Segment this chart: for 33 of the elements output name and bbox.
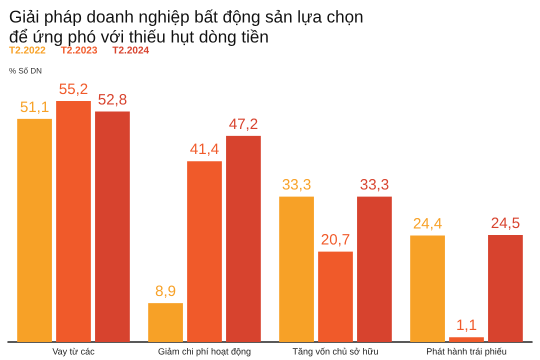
data-label: 1,1 xyxy=(456,317,477,334)
bar xyxy=(187,161,222,342)
data-label: 51,1 xyxy=(20,98,50,116)
text: T2.2024 xyxy=(112,46,150,56)
x-tick-label: Vay từ các xyxy=(52,346,96,356)
text: T2.2022 xyxy=(9,46,46,56)
chart-title: Giải pháp doanh nghiệp bất động sản lựa chọn để ứng phó với thiếu hụt dòng tiền xyxy=(9,8,364,46)
bar xyxy=(56,100,91,342)
data-label: 33,3 xyxy=(282,176,312,194)
data-label: 52,8 xyxy=(98,91,128,108)
data-label: 33,3 xyxy=(360,176,390,194)
bar xyxy=(95,111,130,342)
bar xyxy=(279,196,314,342)
text: T2.2023 xyxy=(60,46,98,56)
data-label: 41,4 xyxy=(190,141,220,158)
bar xyxy=(226,136,261,342)
bar xyxy=(410,235,445,342)
data-label: 8,9 xyxy=(155,283,176,300)
x-tick-label: Tăng vốn chủ sở hữu xyxy=(292,346,378,356)
data-label: 24,5 xyxy=(490,215,520,232)
y-axis-title: % Số DN xyxy=(9,66,42,76)
bar xyxy=(449,337,484,342)
data-label: 20,7 xyxy=(320,232,350,249)
bar xyxy=(357,196,392,342)
x-tick-label: Phát hành trái phiếu xyxy=(426,346,507,356)
data-label: 47,2 xyxy=(228,116,258,133)
data-label: 24,4 xyxy=(412,215,442,232)
bar xyxy=(148,303,183,342)
data-label: 55,2 xyxy=(58,80,88,98)
bar xyxy=(318,252,353,342)
bar xyxy=(488,235,523,342)
bar xyxy=(17,118,52,342)
x-tick-label: Giảm chi phí hoạt động xyxy=(158,346,252,356)
